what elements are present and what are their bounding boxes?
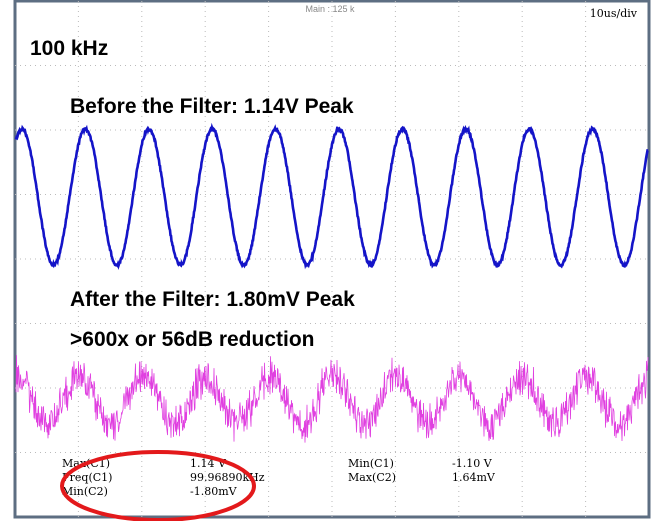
timebase: Main : 125 k [305,4,355,14]
measurement-value: 1.64mV [452,471,496,484]
scale: 10us/div [590,7,638,20]
measurement-value: -1.80mV [190,485,238,498]
measurement-label: Min(C1) [348,457,394,470]
before-label: Before the Filter: 1.14V Peak [70,95,354,118]
frequency-label: 100 kHz [30,37,108,60]
reduction-label: >600x or 56dB reduction [70,328,315,351]
scope-screen: Main : 125 k 10us/div 100 kHz Before the… [0,0,660,521]
measurement-label: Max(C2) [348,471,396,484]
measurement-value: -1.10 V [452,457,493,470]
after-label: After the Filter: 1.80mV Peak [70,288,355,311]
